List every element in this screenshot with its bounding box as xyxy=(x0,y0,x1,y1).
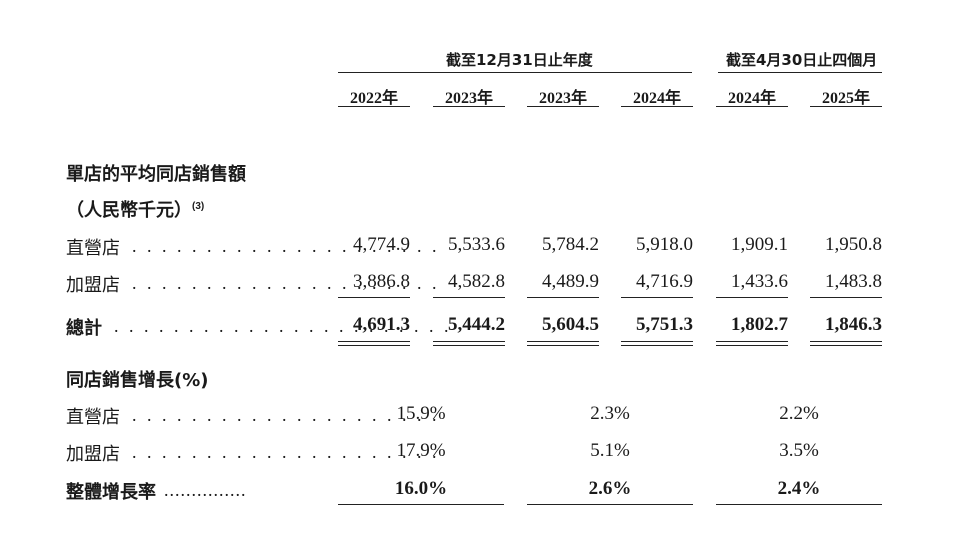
s1-row-total-leader: . . . . . . . . . . . . . . . . . . . . … xyxy=(114,316,452,336)
total-double-rule-2025-b xyxy=(810,345,882,346)
subtotal-rule-2022 xyxy=(338,297,410,298)
section1-title: 單店的平均同店銷售額 xyxy=(66,164,246,185)
col-rule-2023a xyxy=(433,106,505,107)
s1-franchise-2023b: 4,489.9 xyxy=(542,271,599,292)
total-double-rule-2022-b xyxy=(338,345,410,346)
s1-row-direct-leader: . . . . . . . . . . . . . . . . . . . . … xyxy=(132,236,440,256)
s1-direct-2023b: 5,784.2 xyxy=(542,234,599,255)
col-rule-2024a xyxy=(621,106,693,107)
total-double-rule-2024a-a xyxy=(621,341,693,342)
s1-total-2023a: 5,444.2 xyxy=(448,314,505,335)
header-annual: 截至12月31日止年度 xyxy=(446,51,593,69)
s2-row-overall-leader: ............... xyxy=(164,480,247,500)
col-header-2022: 2022年 xyxy=(349,90,398,107)
col-rule-2025 xyxy=(810,106,882,107)
s2-overall-annual-2024: 2.6% xyxy=(588,478,632,499)
col-header-2023b: 2023年 xyxy=(538,90,587,107)
s1-total-2024b: 1,802.7 xyxy=(731,314,788,335)
s1-franchise-2023a: 4,582.8 xyxy=(448,271,505,292)
s1-franchise-2025: 1,483.8 xyxy=(825,271,882,292)
s1-row-franchise-label: 加盟店 xyxy=(66,275,120,296)
s1-direct-2023a: 5,533.6 xyxy=(448,234,505,255)
s1-row-total-label: 總計 xyxy=(66,318,102,339)
s2-overall-annual-2023: 16.0% xyxy=(394,478,448,499)
s2-direct-annual-2024: 2.3% xyxy=(590,403,630,424)
s1-franchise-2024a: 4,716.9 xyxy=(636,271,693,292)
s1-direct-2024b: 1,909.1 xyxy=(731,234,788,255)
s2-overall-interim-2025: 2.4% xyxy=(777,478,821,499)
header-interim: 截至4月30日止四個月 xyxy=(726,51,878,69)
s2-direct-annual-2023: 15.9% xyxy=(396,403,446,424)
section1-footnote: (3) xyxy=(192,201,205,212)
total-double-rule-2024a-b xyxy=(621,345,693,346)
s1-row-direct-label: 直營店 xyxy=(66,238,120,259)
s1-direct-2025: 1,950.8 xyxy=(825,234,882,255)
section1-unit-text: （人民幣千元） xyxy=(66,200,192,221)
s2-row-direct-label: 直營店 xyxy=(66,407,120,428)
s1-franchise-2024b: 1,433.6 xyxy=(731,271,788,292)
bottom-rule-annual-2023 xyxy=(338,504,504,505)
s1-direct-2024a: 5,918.0 xyxy=(636,234,693,255)
s2-franchise-annual-2024: 5.1% xyxy=(590,440,630,461)
section1-unit: （人民幣千元）(3) xyxy=(66,196,204,222)
subtotal-rule-2024b xyxy=(716,297,788,298)
col-rule-2024b xyxy=(716,106,788,107)
subtotal-rule-2025 xyxy=(810,297,882,298)
s1-row-franchise-leader: . . . . . . . . . . . . . . . . . . . . … xyxy=(132,273,440,293)
s2-row-franchise-leader: . . . . . . . . . . . . . . . . . . . . … xyxy=(132,442,440,462)
col-header-2025: 2025年 xyxy=(821,90,870,107)
subtotal-rule-2023a xyxy=(433,297,505,298)
total-double-rule-2025-a xyxy=(810,341,882,342)
s1-total-2024a: 5,751.3 xyxy=(636,314,693,335)
col-rule-2022 xyxy=(338,106,410,107)
bottom-rule-interim xyxy=(716,504,882,505)
s1-total-2023b: 5,604.5 xyxy=(542,314,599,335)
header-annual-rule xyxy=(338,72,692,73)
s2-row-direct-leader: . . . . . . . . . . . . . . . . . . . . … xyxy=(132,405,440,425)
s2-franchise-annual-2023: 17.9% xyxy=(396,440,446,461)
s1-total-2025: 1,846.3 xyxy=(825,314,882,335)
section2-title: 同店銷售增長(%) xyxy=(66,370,209,391)
s1-direct-2022: 4,774.9 xyxy=(353,234,410,255)
header-interim-rule xyxy=(718,72,882,73)
s2-franchise-interim-2025: 3.5% xyxy=(779,440,819,461)
s1-total-2022: 4,691.3 xyxy=(353,314,410,335)
col-header-2023a: 2023年 xyxy=(444,90,493,107)
total-double-rule-2023b-a xyxy=(527,341,599,342)
s2-row-overall-label: 整體增長率 xyxy=(66,482,156,503)
col-rule-2023b xyxy=(527,106,599,107)
col-header-2024b: 2024年 xyxy=(727,90,776,107)
subtotal-rule-2024a xyxy=(621,297,693,298)
total-double-rule-2023a-b xyxy=(433,345,505,346)
col-header-2024a: 2024年 xyxy=(632,90,681,107)
total-double-rule-2024b-b xyxy=(716,345,788,346)
s2-row-franchise-label: 加盟店 xyxy=(66,444,120,465)
subtotal-rule-2023b xyxy=(527,297,599,298)
bottom-rule-annual-2024 xyxy=(527,504,693,505)
total-double-rule-2022-a xyxy=(338,341,410,342)
total-double-rule-2024b-a xyxy=(716,341,788,342)
s2-direct-interim-2025: 2.2% xyxy=(779,403,819,424)
s1-franchise-2022: 3,886.8 xyxy=(353,271,410,292)
total-double-rule-2023b-b xyxy=(527,345,599,346)
total-double-rule-2023a-a xyxy=(433,341,505,342)
